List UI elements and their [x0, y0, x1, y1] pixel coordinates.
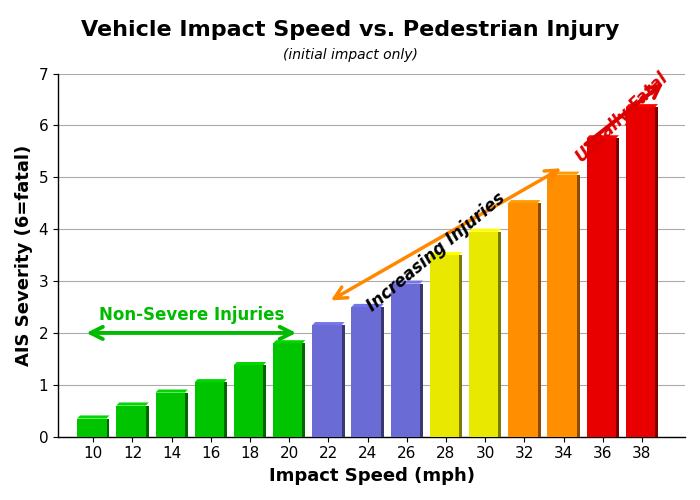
- Polygon shape: [155, 390, 188, 392]
- Polygon shape: [185, 392, 188, 436]
- Polygon shape: [77, 416, 109, 418]
- Polygon shape: [195, 379, 227, 382]
- Polygon shape: [547, 172, 580, 174]
- Polygon shape: [116, 402, 148, 406]
- Polygon shape: [195, 382, 224, 436]
- Text: Non-Severe Injuries: Non-Severe Injuries: [99, 306, 284, 324]
- Polygon shape: [146, 406, 148, 436]
- Polygon shape: [469, 228, 501, 232]
- Polygon shape: [273, 340, 305, 344]
- X-axis label: Impact Speed (mph): Impact Speed (mph): [269, 467, 475, 485]
- Polygon shape: [508, 203, 538, 436]
- Polygon shape: [155, 392, 185, 436]
- Polygon shape: [430, 252, 462, 255]
- Polygon shape: [538, 203, 540, 436]
- Polygon shape: [459, 255, 462, 436]
- Polygon shape: [430, 255, 459, 436]
- Polygon shape: [302, 344, 305, 436]
- Polygon shape: [498, 232, 501, 436]
- Polygon shape: [391, 284, 420, 436]
- Text: Vehicle Impact Speed vs. Pedestrian Injury: Vehicle Impact Speed vs. Pedestrian Inju…: [80, 20, 620, 40]
- Polygon shape: [263, 365, 266, 436]
- Polygon shape: [587, 138, 616, 436]
- Polygon shape: [234, 365, 263, 436]
- Polygon shape: [342, 325, 344, 436]
- Y-axis label: AIS Severity (6=fatal): AIS Severity (6=fatal): [15, 144, 33, 366]
- Polygon shape: [547, 174, 577, 436]
- Polygon shape: [224, 382, 227, 436]
- Polygon shape: [469, 232, 498, 436]
- Polygon shape: [577, 174, 580, 436]
- Polygon shape: [312, 322, 344, 325]
- Text: (initial impact only): (initial impact only): [283, 48, 417, 62]
- Polygon shape: [351, 304, 384, 307]
- Text: Increasing Injuries: Increasing Injuries: [363, 190, 509, 316]
- Polygon shape: [587, 135, 619, 138]
- Polygon shape: [381, 307, 384, 436]
- Polygon shape: [106, 418, 109, 436]
- Polygon shape: [616, 138, 619, 436]
- Polygon shape: [626, 104, 658, 107]
- Polygon shape: [508, 200, 540, 203]
- Polygon shape: [626, 107, 655, 436]
- Polygon shape: [234, 362, 266, 365]
- Polygon shape: [77, 418, 106, 436]
- Polygon shape: [273, 344, 302, 436]
- Polygon shape: [655, 107, 658, 436]
- Polygon shape: [351, 307, 381, 436]
- Polygon shape: [312, 325, 342, 436]
- Polygon shape: [391, 280, 423, 283]
- Text: Usually Fatal: Usually Fatal: [573, 70, 672, 166]
- Polygon shape: [116, 406, 146, 436]
- Polygon shape: [420, 284, 423, 436]
